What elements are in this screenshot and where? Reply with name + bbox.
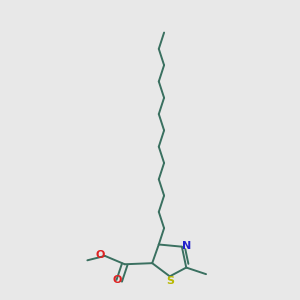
Text: O: O [112,274,122,285]
Text: S: S [166,276,174,286]
Text: O: O [96,250,105,260]
Text: N: N [182,241,191,251]
